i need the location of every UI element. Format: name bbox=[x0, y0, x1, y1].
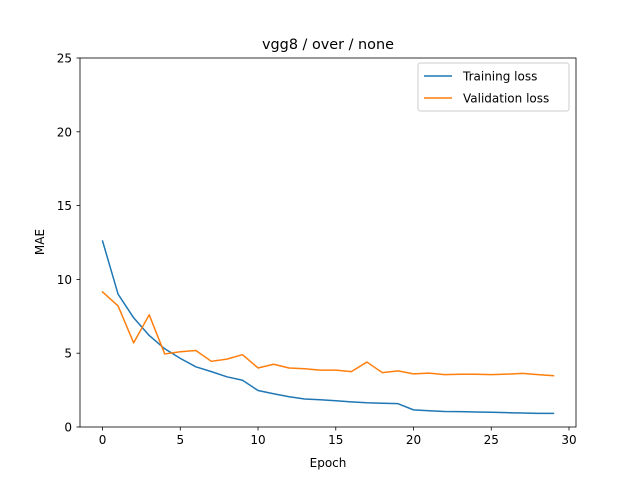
legend-box bbox=[417, 62, 570, 112]
plot-area-frame bbox=[79, 57, 577, 428]
series-line-1 bbox=[101, 240, 555, 415]
legend-label: Validation loss bbox=[463, 92, 549, 106]
x-tick-label: 25 bbox=[484, 433, 499, 447]
chart-title: vgg8 / over / none bbox=[262, 37, 394, 53]
y-tick-label: 0 bbox=[64, 421, 72, 435]
legend: Training loss Validation loss bbox=[417, 62, 570, 112]
y-tick-label: 20 bbox=[57, 125, 72, 139]
y-tick-label: 5 bbox=[64, 347, 72, 361]
y-tick-label: 15 bbox=[57, 199, 72, 213]
y-tick-label: 25 bbox=[57, 52, 72, 66]
x-tick-label: 0 bbox=[99, 433, 107, 447]
series-line-2 bbox=[101, 290, 555, 377]
series-layer bbox=[101, 240, 555, 415]
x-tick-label: 10 bbox=[250, 433, 265, 447]
x-tick-label: 30 bbox=[561, 433, 576, 447]
x-tick-label: 15 bbox=[328, 433, 343, 447]
legend-label: Training loss bbox=[462, 70, 537, 84]
x-tick-label: 5 bbox=[176, 433, 184, 447]
x-tick-label: 20 bbox=[406, 433, 421, 447]
y-axis-label: MAE bbox=[33, 229, 47, 255]
x-axis-label: Epoch bbox=[310, 456, 347, 470]
axes-layer: 0 5 10 15 20 25 30 0 5 10 15 20 25 bbox=[57, 52, 577, 448]
y-tick-label: 10 bbox=[57, 273, 72, 287]
